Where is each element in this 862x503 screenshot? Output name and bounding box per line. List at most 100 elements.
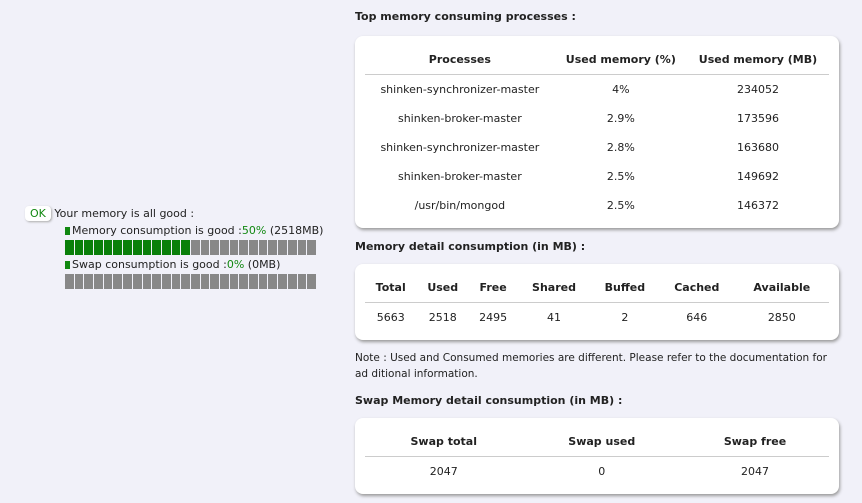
table-cell: shinken-synchronizer-master xyxy=(380,141,540,154)
table-cell: 2518 xyxy=(428,311,457,324)
bar-segment xyxy=(123,274,132,289)
bar-segment xyxy=(142,240,152,255)
bar-segment xyxy=(181,274,190,289)
swap-detail-card: Swap total Swap used Swap free 2047 0 2047 xyxy=(355,418,839,494)
bar-segment xyxy=(278,240,287,255)
status-square-icon xyxy=(65,260,70,269)
memory-detail-table: Total Used Free Shared Buffed Cached Available… xyxy=(365,272,829,332)
bar-segment xyxy=(84,240,94,255)
bar-segment xyxy=(200,274,210,289)
memory-status: OK Your memory is all good : Memory cons… xyxy=(25,206,325,289)
bar-segment xyxy=(220,274,229,289)
processes-card: Processes Used memory (%) Used memory (MB)… xyxy=(355,36,839,228)
status-square-icon xyxy=(65,226,70,235)
table-cell: shinken-synchronizer-master xyxy=(380,83,540,96)
bar-segment xyxy=(181,240,190,255)
bar-segment xyxy=(229,274,239,289)
bar-segment xyxy=(297,274,307,289)
ok-badge: OK xyxy=(25,206,51,221)
bar-segment xyxy=(65,274,74,289)
bar-segment xyxy=(287,274,297,289)
table-cell: 4% xyxy=(612,83,630,96)
bar-segment xyxy=(297,240,307,255)
bar-segment xyxy=(74,240,84,255)
bar-segment xyxy=(249,240,258,255)
processes-table: Processes Used memory (%) Used memory (MB)… xyxy=(365,44,829,220)
bar-segment xyxy=(200,240,210,255)
bar-segment xyxy=(152,274,161,289)
table-row: shinken-broker-master 2.5% 149692 xyxy=(365,162,829,191)
table-cell: 41 xyxy=(547,311,561,324)
bar-segment xyxy=(132,240,142,255)
bar-segment xyxy=(113,274,123,289)
bar-segment xyxy=(210,274,219,289)
table-cell: 2.8% xyxy=(606,141,635,154)
status-message: Your memory is all good : xyxy=(54,207,195,220)
table-cell: 2850 xyxy=(767,311,796,324)
swap-amount: (0MB) xyxy=(247,258,281,271)
bar-segment xyxy=(190,274,200,289)
column-header: Used memory (%) xyxy=(554,44,687,75)
bar-segment xyxy=(220,240,229,255)
column-header: Shared xyxy=(517,272,591,303)
table-row: shinken-broker-master 2.9% 173596 xyxy=(365,104,829,133)
memory-amount: (2518MB) xyxy=(269,224,324,237)
swap-detail-table: Swap total Swap used Swap free 2047 0 2047 xyxy=(365,426,829,486)
table-cell: 149692 xyxy=(736,170,779,183)
table-cell: 0 xyxy=(598,465,606,478)
memory-percent: 50% xyxy=(241,224,267,237)
memory-progress-bar xyxy=(65,240,317,255)
bar-segment xyxy=(287,240,297,255)
table-cell: shinken-broker-master xyxy=(397,170,522,183)
bar-segment xyxy=(74,274,84,289)
column-header: Swap free xyxy=(681,426,829,457)
bar-segment xyxy=(278,274,287,289)
swap-label: Swap consumption is good : xyxy=(72,258,227,271)
table-cell: 2047 xyxy=(741,465,769,478)
table-row: /usr/bin/mongod 2.5% 146372 xyxy=(365,191,829,220)
table-cell: 234052 xyxy=(736,83,779,96)
table-cell: 2.5% xyxy=(606,170,635,183)
bar-segment xyxy=(113,240,123,255)
bar-segment xyxy=(239,240,249,255)
bar-segment xyxy=(123,240,132,255)
table-cell: 163680 xyxy=(736,141,779,154)
bar-segment xyxy=(84,274,94,289)
table-cell: shinken-broker-master xyxy=(397,112,522,125)
bar-segment xyxy=(103,274,113,289)
bar-segment xyxy=(94,274,103,289)
table-cell: 173596 xyxy=(736,112,779,125)
bar-segment xyxy=(65,240,74,255)
column-header: Total xyxy=(365,272,417,303)
bar-segment xyxy=(210,240,219,255)
bar-segment xyxy=(307,240,316,255)
table-row: shinken-synchronizer-master 2.8% 163680 xyxy=(365,133,829,162)
column-header: Free xyxy=(469,272,518,303)
bar-segment xyxy=(161,274,171,289)
column-header: Cached xyxy=(658,272,735,303)
bar-segment xyxy=(152,240,161,255)
column-header: Available xyxy=(734,272,829,303)
memory-detail-title: Memory detail consumption (in MB) : xyxy=(355,240,586,253)
swap-percent: 0% xyxy=(226,258,245,271)
table-cell: 2 xyxy=(621,311,629,324)
bar-segment xyxy=(268,240,278,255)
bar-segment xyxy=(94,240,103,255)
memory-detail-card: Total Used Free Shared Buffed Cached Available… xyxy=(355,264,839,340)
swap-detail-title: Swap Memory detail consumption (in MB) : xyxy=(355,394,623,407)
bar-segment xyxy=(249,274,258,289)
processes-title: Top memory consuming processes : xyxy=(355,10,576,23)
bar-segment xyxy=(268,274,278,289)
column-header: Swap used xyxy=(522,426,682,457)
column-header: Processes xyxy=(365,44,555,75)
note-text: Note : Used and Consumed memories are di… xyxy=(355,352,827,380)
table-cell: 2495 xyxy=(479,311,508,324)
swap-progress-bar xyxy=(65,274,317,289)
bar-segment xyxy=(258,240,268,255)
bar-segment xyxy=(307,274,316,289)
bar-segment xyxy=(171,274,181,289)
bar-segment xyxy=(161,240,171,255)
column-header: Buffed xyxy=(590,272,659,303)
table-cell: 2.9% xyxy=(606,112,635,125)
bar-segment xyxy=(103,240,113,255)
